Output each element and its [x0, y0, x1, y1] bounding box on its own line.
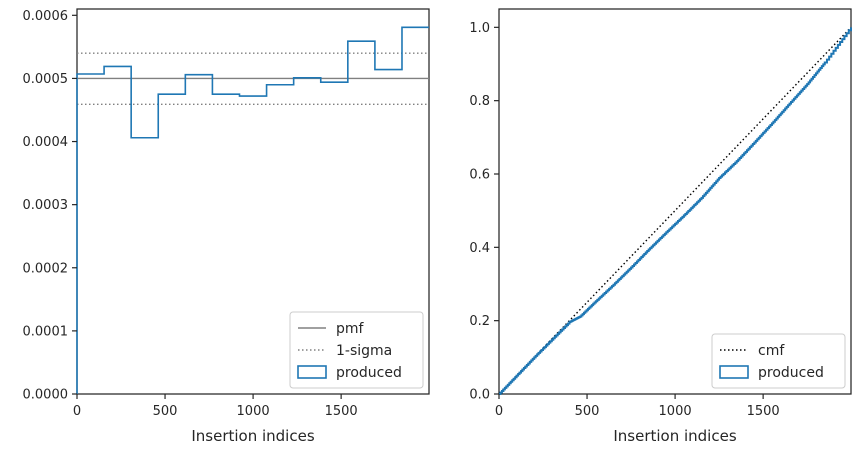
y-tick-label: 0.0006: [23, 9, 69, 24]
y-tick-label: 0.8: [469, 94, 490, 109]
y-tick-label: 0.0: [469, 388, 490, 403]
y-tick-label: 0.6: [469, 168, 490, 183]
x-tick-label: 500: [575, 404, 600, 419]
left-x-axis-label: Insertion indices: [191, 427, 314, 445]
y-tick-label: 0.0000: [23, 388, 69, 403]
legend-label: 1-sigma: [336, 343, 392, 359]
y-tick-label: 0.0001: [23, 324, 69, 339]
legend-box: [289, 311, 424, 389]
produced-series-line: [499, 27, 852, 395]
left-histogram-panel: 0 500 1000 1500 0.0000 0.0001 0.0002 0.0003 0.00…: [23, 8, 430, 445]
y-tick-label: 0.2: [469, 314, 490, 329]
x-tick-label: 1500: [747, 404, 780, 419]
legend-label: produced: [758, 365, 824, 381]
right-x-axis-label: Insertion indices: [613, 427, 736, 445]
y-tick-label: 0.4: [469, 241, 490, 256]
x-tick-label: 0: [73, 404, 81, 419]
x-tick-label: 1000: [659, 404, 692, 419]
x-tick-label: 0: [495, 404, 503, 419]
y-tick-label: 0.0003: [23, 198, 69, 213]
legend-label: produced: [336, 365, 402, 381]
x-tick-label: 1000: [237, 404, 270, 419]
y-tick-label: 0.0002: [23, 261, 69, 276]
legend-swatch-1: [719, 365, 749, 379]
x-tick-label: 1500: [325, 404, 358, 419]
produced-histogram-step: [76, 26, 429, 394]
y-tick-label: 1.0: [469, 21, 490, 36]
y-tick-label: 0.0004: [23, 135, 69, 150]
right-legend: cmf produced: [711, 333, 846, 389]
x-tick-label: 500: [153, 404, 178, 419]
legend-label: pmf: [336, 321, 365, 337]
legend-label: cmf: [758, 343, 785, 359]
legend-box: [711, 333, 846, 389]
left-legend: pmf 1-sigma produced: [289, 311, 424, 389]
y-tick-label: 0.0005: [23, 72, 69, 87]
right-cumulative-panel: 0 500 1000 1500 0.0 0.2 0.4 0.6 0.8 1.0 Insertion…: [469, 8, 852, 445]
legend-swatch-2: [297, 365, 327, 379]
